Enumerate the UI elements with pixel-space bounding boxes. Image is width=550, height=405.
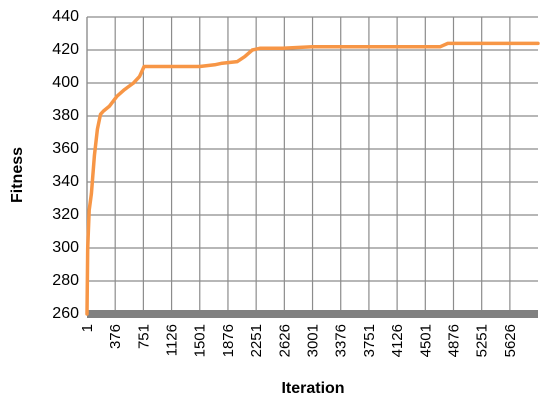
y-tick-label: 340 [52, 173, 79, 190]
x-tick-label: 3376 [333, 324, 350, 357]
x-tick-label: 3751 [361, 324, 378, 357]
series-layer [85, 41, 540, 316]
y-tick-label: 300 [52, 239, 79, 256]
y-tick-label: 320 [52, 206, 79, 223]
y-tick-label: 360 [52, 140, 79, 157]
x-tick-label: 2626 [276, 324, 293, 357]
grid-layer [86, 16, 538, 315]
y-tick-label: 420 [52, 41, 79, 58]
y-tick-label: 260 [52, 305, 79, 322]
x-axis-title: Iteration [281, 380, 344, 397]
x-tick-label: 1126 [164, 324, 181, 356]
x-tick-label: 5626 [502, 324, 519, 357]
x-axis-band [87, 310, 538, 318]
y-tick-label: 440 [52, 8, 79, 25]
x-tick-label: 751 [135, 324, 152, 349]
x-tick-label: 2251 [248, 324, 265, 357]
x-tick-label: 376 [107, 324, 124, 349]
y-axis-title: Fitness [9, 147, 26, 203]
x-tick-label: 4126 [389, 324, 406, 357]
x-tick-label: 1501 [192, 324, 209, 357]
x-tick-label: 5251 [474, 324, 491, 357]
x-tick-labels: 1 376 751 1126 1501 1876 2251 2626 3001 3376 3751 4… [79, 324, 519, 357]
x-tick-label: 1876 [220, 324, 237, 357]
x-tick-label: 3001 [305, 324, 322, 357]
x-tick-label: 4501 [417, 324, 434, 357]
y-tick-label: 400 [52, 74, 79, 91]
y-tick-labels: 260 280 300 320 340 360 380 400 420 440 [52, 8, 79, 322]
x-tick-label: 4876 [445, 324, 462, 357]
y-tick-label: 380 [52, 107, 79, 124]
fitness-series-line [85, 41, 540, 316]
x-tick-label: 1 [79, 324, 96, 332]
y-tick-label: 280 [52, 272, 79, 289]
